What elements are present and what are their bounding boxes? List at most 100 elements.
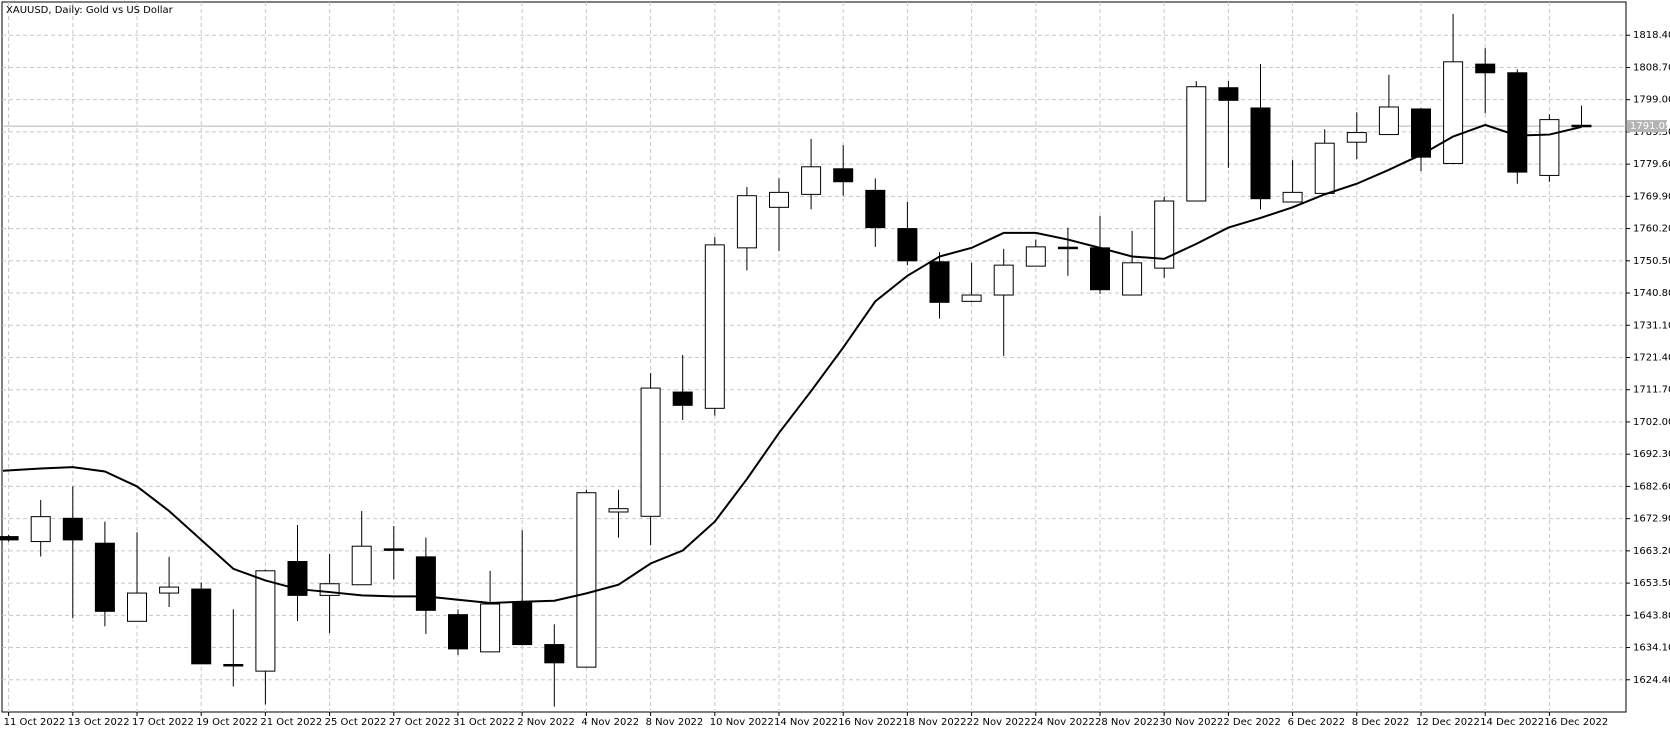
candle-body [351, 545, 372, 586]
x-tick-label: 2 Nov 2022 [517, 717, 575, 728]
x-tick-label: 2 Dec 2022 [1223, 717, 1281, 728]
candle-body [1539, 119, 1560, 176]
candle-body [672, 391, 693, 406]
candle-body [1378, 106, 1399, 136]
candle-body [1282, 191, 1303, 203]
candle-body [1346, 132, 1367, 143]
y-tick-label: 1643.80 [1633, 610, 1670, 621]
candle-body [1571, 124, 1592, 128]
y-tick-label: 1818.40 [1633, 30, 1670, 41]
moving-average [2, 123, 1582, 605]
candle-body [929, 261, 950, 303]
candle-body [512, 602, 533, 646]
x-tick-label: 17 Oct 2022 [132, 717, 194, 728]
y-tick-label: 1750.50 [1633, 256, 1670, 267]
x-tick-label: 18 Nov 2022 [902, 717, 966, 728]
candle-body [1218, 87, 1239, 101]
y-tick-label: 1711.70 [1633, 385, 1670, 396]
candle-body [127, 592, 147, 622]
candle-body [1090, 247, 1110, 291]
y-tick-label: 1672.90 [1633, 514, 1670, 525]
x-tick-label: 10 Nov 2022 [710, 717, 774, 728]
chart-title: XAUUSD, Daily: Gold vs US Dollar [6, 5, 174, 16]
candle-body [704, 244, 725, 409]
candle-body [769, 191, 789, 208]
candle-body [801, 166, 822, 195]
x-tick-label: 31 Oct 2022 [453, 717, 515, 728]
candle-body [833, 168, 854, 183]
candle-body [0, 536, 19, 541]
y-tick-label: 1682.60 [1633, 481, 1670, 492]
x-tick-label: 22 Nov 2022 [967, 717, 1031, 728]
x-tick-label: 21 Oct 2022 [260, 717, 322, 728]
x-tick-label: 14 Nov 2022 [774, 717, 838, 728]
candle-body [640, 387, 661, 517]
candle-body [1122, 262, 1143, 296]
candle-body [1250, 107, 1271, 200]
y-tick-label: 1624.40 [1633, 675, 1670, 686]
candle-body [1186, 86, 1207, 202]
x-tick-label: 19 Oct 2022 [196, 717, 258, 728]
y-tick-label: 1663.20 [1633, 546, 1670, 557]
candle-body [993, 264, 1014, 296]
y-tick-label: 1702.00 [1633, 417, 1670, 428]
candle-body [961, 294, 982, 302]
candle-body [159, 586, 180, 594]
x-tick-label: 12 Dec 2022 [1416, 717, 1480, 728]
candle-body [544, 644, 565, 664]
candle-body [62, 517, 83, 541]
y-tick-label: 1731.10 [1633, 320, 1670, 331]
y-tick-label: 1769.90 [1633, 191, 1670, 202]
x-tick-label: 8 Nov 2022 [646, 717, 704, 728]
y-tick-label: 1808.70 [1633, 62, 1670, 73]
y-tick-label: 1799.00 [1633, 95, 1670, 106]
candle-body [1057, 246, 1078, 250]
candle-body [1025, 246, 1046, 267]
x-tick-label: 30 Nov 2022 [1159, 717, 1223, 728]
candle-body [1314, 142, 1335, 194]
x-tick-label: 8 Dec 2022 [1352, 717, 1410, 728]
candle-body [383, 548, 404, 551]
x-tick-label: 6 Dec 2022 [1288, 717, 1346, 728]
y-tick-label: 1634.10 [1633, 643, 1670, 654]
y-tick-label: 1692.30 [1633, 449, 1670, 460]
y-tick-label: 1653.50 [1633, 578, 1670, 589]
candle-body [223, 663, 244, 667]
y-tick-label: 1760.20 [1633, 224, 1670, 235]
y-tick-label: 1789.30 [1633, 127, 1670, 138]
candle-body [1475, 63, 1496, 74]
x-tick-label: 16 Dec 2022 [1544, 717, 1608, 728]
candle-body [448, 614, 468, 650]
candle-body [255, 570, 276, 672]
x-tick-label: 27 Oct 2022 [389, 717, 451, 728]
candle-body [608, 508, 629, 513]
candle-body [1443, 61, 1464, 164]
candle-body [94, 542, 115, 612]
x-tick-label: 28 Nov 2022 [1095, 717, 1159, 728]
candle-body [897, 228, 918, 262]
candle-body [1154, 200, 1175, 269]
x-tick-label: 14 Dec 2022 [1480, 717, 1544, 728]
candle-body [30, 516, 51, 543]
candle-body [480, 603, 501, 653]
x-tick-label: 16 Nov 2022 [838, 717, 902, 728]
candle-body [736, 195, 757, 249]
x-tick-label: 13 Oct 2022 [68, 717, 130, 728]
price-tag-label: 1791.05 [1630, 121, 1670, 132]
x-tick-label: 11 Oct 2022 [4, 717, 66, 728]
price-tag [1627, 120, 1667, 133]
x-tick-label: 25 Oct 2022 [325, 717, 387, 728]
y-tick-label: 1779.60 [1633, 159, 1670, 170]
candle-body [1507, 72, 1528, 173]
candle-body [576, 492, 597, 668]
x-tick-label: 24 Nov 2022 [1031, 717, 1095, 728]
candle-body [319, 583, 340, 596]
candle-body [1411, 108, 1431, 158]
candle-body [865, 189, 886, 229]
y-tick-label: 1740.80 [1633, 288, 1670, 299]
y-tick-label: 1721.40 [1633, 352, 1670, 363]
candle-body [191, 588, 212, 665]
x-tick-label: 4 Nov 2022 [581, 717, 639, 728]
candle-body [415, 556, 436, 611]
